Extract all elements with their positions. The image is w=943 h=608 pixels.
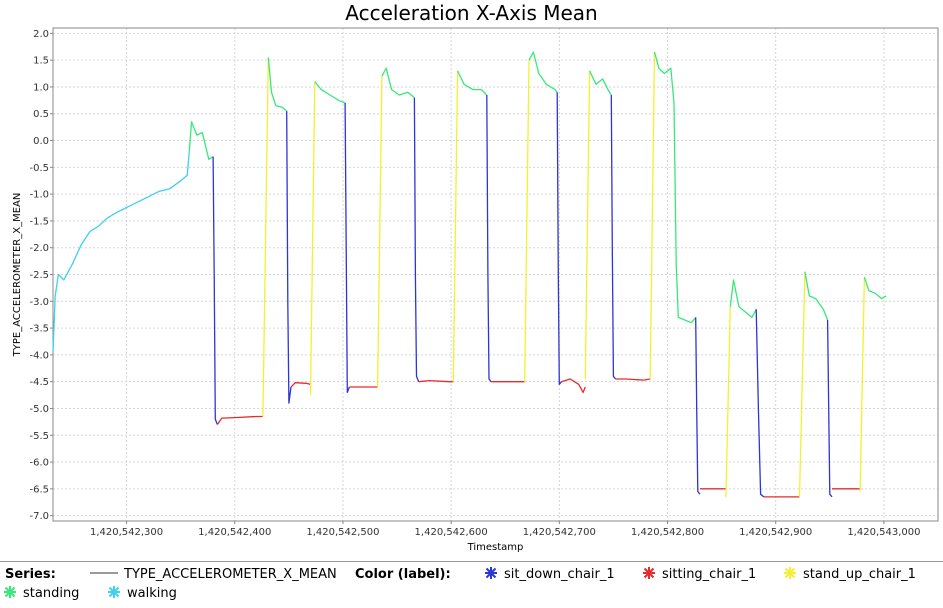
x-tick-label: 1,420,542,800 xyxy=(631,527,704,538)
y-tick-label: -3.5 xyxy=(29,324,49,335)
chart-area: 2.0 1.5 1.0 0.5 0.0 -0.5 -1.0 -1.5 -2.0 -2.5 -3.0 -… xyxy=(12,27,939,553)
series-line-sit-down-chair-1 xyxy=(695,317,701,495)
x-tick-label: 1,420,542,900 xyxy=(739,527,812,538)
series-line-sit-down-chair-1 xyxy=(755,309,765,498)
legend: Series: TYPE_ACCELEROMETER_X_MEAN Color … xyxy=(0,561,943,608)
x-tick-label: 1,420,543,000 xyxy=(847,527,920,538)
series-line-sitting-chair-1 xyxy=(561,378,586,394)
series-line-sit-down-chair-1 xyxy=(826,319,833,498)
y-tick-label: -7.0 xyxy=(29,511,49,522)
series-line-standing xyxy=(457,70,488,96)
chart-title: Acceleration X-Axis Mean xyxy=(345,1,598,25)
legend-series-title: Series: xyxy=(5,567,56,582)
y-axis-label: TYPE_ACCELEROMETER_X_MEAN xyxy=(12,193,23,358)
series-line-stand-up-chair-1 xyxy=(524,60,530,382)
legend-item-standing: standing xyxy=(3,585,79,603)
legend-item-stand-up-chair-1: stand_up_chair_1 xyxy=(783,566,916,584)
series-line-sit-down-chair-1 xyxy=(486,94,492,383)
y-tick-label: -2.0 xyxy=(29,243,49,254)
grid xyxy=(53,28,938,521)
asterisk-icon xyxy=(643,567,655,579)
series-line-standing xyxy=(589,70,612,96)
y-tick-label: -4.0 xyxy=(29,350,49,361)
series-line-stand-up-chair-1 xyxy=(452,70,459,382)
y-tick-label: -1.0 xyxy=(29,190,49,201)
y-tick-label: 2.0 xyxy=(33,29,49,40)
series-line-standing xyxy=(267,57,288,112)
series-line-sit-down-chair-1 xyxy=(413,97,420,382)
series-line-sitting-chair-1 xyxy=(615,378,651,381)
series-line-stand-up-chair-1 xyxy=(376,76,383,388)
x-tick-label: 1,420,542,500 xyxy=(306,527,379,538)
series-line-sit-down-chair-1 xyxy=(212,156,219,425)
series-line-stand-up-chair-1 xyxy=(859,277,866,492)
y-axis-ticks: 2.0 1.5 1.0 0.5 0.0 -0.5 -1.0 -1.5 -2.0 -2.5 -3.0 -… xyxy=(29,29,53,522)
series-line-standing xyxy=(653,51,697,324)
y-tick-label: 0.0 xyxy=(33,136,49,147)
series-line-sitting-chair-1 xyxy=(290,382,311,388)
y-tick-label: -6.0 xyxy=(29,458,49,469)
series-line-sit-down-chair-1 xyxy=(344,102,351,394)
series-line-standing xyxy=(314,81,346,104)
series-line-standing xyxy=(528,51,558,93)
y-tick-label: -6.5 xyxy=(29,484,49,495)
x-tick-label: 1,420,542,600 xyxy=(415,527,488,538)
legend-item-walking: walking xyxy=(107,585,177,603)
series-line-standing xyxy=(381,67,415,99)
asterisk-icon xyxy=(784,567,796,579)
legend-item-sit-down-chair-1: sit_down_chair_1 xyxy=(484,566,615,584)
series-line-walking xyxy=(52,151,190,353)
series-line-standing xyxy=(729,279,757,319)
asterisk-icon xyxy=(485,567,497,579)
series-line-stand-up-chair-1 xyxy=(798,271,806,497)
asterisk-icon xyxy=(4,586,16,598)
x-tick-label: 1,420,542,700 xyxy=(523,527,596,538)
series-line-stand-up-chair-1 xyxy=(262,57,269,417)
series-line-stand-up-chair-1 xyxy=(584,70,591,380)
x-tick-label: 1,420,542,300 xyxy=(90,527,163,538)
y-tick-label: 1.5 xyxy=(33,56,49,67)
series-line-sit-down-chair-1 xyxy=(556,92,563,386)
asterisk-icon xyxy=(108,586,120,598)
series-line-stand-up-chair-1 xyxy=(649,52,656,380)
y-tick-label: 0.5 xyxy=(33,109,49,120)
series-line-stand-up-chair-1 xyxy=(309,81,316,396)
x-axis-label: Timestamp xyxy=(467,542,524,553)
x-axis-ticks: 1,420,542,300 1,420,542,400 1,420,542,500 1… xyxy=(90,521,920,538)
y-tick-label: -5.5 xyxy=(29,431,49,442)
y-tick-label: -3.0 xyxy=(29,297,49,308)
series-line-sitting-chair-1 xyxy=(216,415,263,425)
y-tick-label: -0.5 xyxy=(29,163,49,174)
series-line-sit-down-chair-1 xyxy=(610,94,617,380)
y-tick-label: -4.5 xyxy=(29,377,49,388)
line-icon xyxy=(90,572,118,574)
series-group xyxy=(52,51,887,498)
series-line-sitting-chair-1 xyxy=(418,379,454,383)
y-tick-label: -2.5 xyxy=(29,270,49,281)
series-line-standing xyxy=(804,271,829,321)
series-line-stand-up-chair-1 xyxy=(725,306,731,497)
series-line-sit-down-chair-1 xyxy=(286,111,292,404)
legend-color-title: Color (label): xyxy=(355,567,451,582)
legend-item-sitting-chair-1: sitting_chair_1 xyxy=(642,566,756,584)
series-line-standing xyxy=(188,121,214,160)
series-line-standing xyxy=(863,276,887,300)
y-tick-label: -1.5 xyxy=(29,216,49,227)
legend-series-entry: TYPE_ACCELEROMETER_X_MEAN xyxy=(90,566,337,584)
y-tick-label: -5.0 xyxy=(29,404,49,415)
x-tick-label: 1,420,542,400 xyxy=(198,527,271,538)
y-tick-label: 1.0 xyxy=(33,82,49,93)
